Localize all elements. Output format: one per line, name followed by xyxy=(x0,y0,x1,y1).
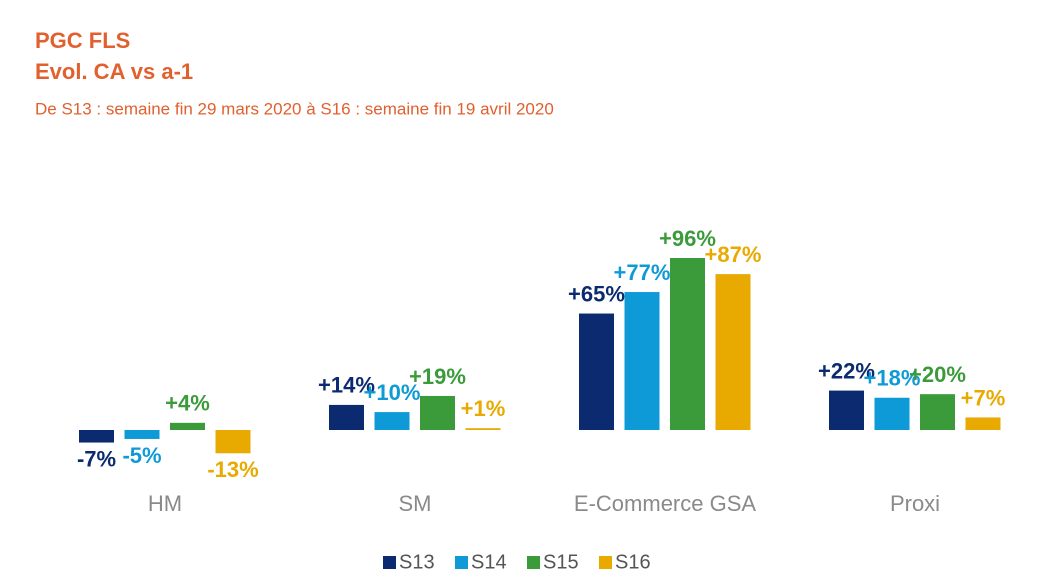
legend-label: S14 xyxy=(471,551,507,573)
data-label: +96% xyxy=(659,226,716,251)
x-tick-label: E-Commerce GSA xyxy=(574,491,756,516)
data-label: +7% xyxy=(961,385,1006,410)
bar xyxy=(124,430,160,439)
bar xyxy=(874,397,910,430)
bar xyxy=(920,394,955,430)
legend-label: S16 xyxy=(615,551,651,573)
bar xyxy=(465,428,501,430)
x-tick-label: HM xyxy=(148,491,182,516)
bar xyxy=(829,390,864,430)
data-label: +14% xyxy=(318,373,375,398)
legend-swatch xyxy=(527,556,540,569)
legend-swatch xyxy=(599,556,612,569)
bar xyxy=(420,395,455,430)
legend-swatch xyxy=(455,556,468,569)
bar xyxy=(374,412,410,430)
bar xyxy=(329,404,364,430)
data-label: +65% xyxy=(568,281,625,306)
data-label: +20% xyxy=(909,362,966,387)
data-label: +10% xyxy=(364,380,421,405)
data-label: +18% xyxy=(864,366,921,391)
chart-title: PGC FLS xyxy=(35,28,130,53)
chart-subtitle: Evol. CA vs a-1 xyxy=(35,59,193,84)
bar xyxy=(170,422,205,430)
legend-label: S13 xyxy=(399,551,435,573)
data-label: -13% xyxy=(207,457,258,482)
bar xyxy=(215,430,251,454)
data-label: +1% xyxy=(461,396,506,421)
data-label: +22% xyxy=(818,358,875,383)
data-label: +4% xyxy=(165,391,210,416)
x-tick-label: SM xyxy=(399,491,432,516)
caption: De S13 : semaine fin 29 mars 2020 à S16 … xyxy=(35,99,554,118)
legend-label: S15 xyxy=(543,551,579,573)
bar xyxy=(670,258,705,430)
data-label: +87% xyxy=(705,242,762,267)
bar xyxy=(624,292,660,430)
bar xyxy=(965,417,1001,430)
data-label: +19% xyxy=(409,364,466,389)
data-label: +77% xyxy=(614,260,671,285)
bar xyxy=(579,313,614,430)
data-label: -7% xyxy=(77,446,116,471)
legend-swatch xyxy=(383,556,396,569)
data-label: -5% xyxy=(122,443,161,468)
bar xyxy=(715,274,751,430)
x-tick-label: Proxi xyxy=(890,491,940,516)
bar xyxy=(79,430,114,443)
